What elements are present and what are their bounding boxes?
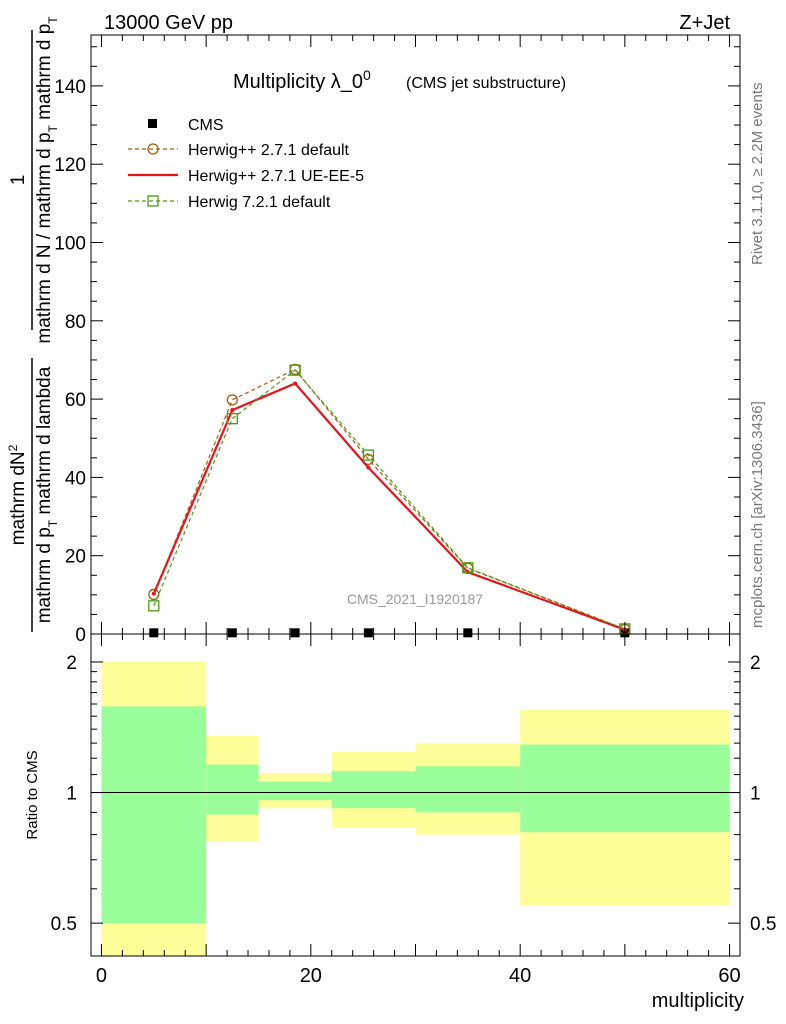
legend-item-cms: CMS — [148, 117, 224, 134]
ylabel-den-sub: T — [46, 519, 60, 527]
chart-subtitle: (CMS jet substructure) — [406, 75, 566, 92]
ylabel-denominator: mathrm d pT mathrm d lambda — [34, 366, 60, 623]
ratio-panel: 0.5 0.51 12 20 20 40 60 — [51, 633, 776, 987]
legend-label-herwigpp-ueee5: Herwig++ 2.7.1 UE-EE-5 — [188, 168, 364, 185]
x-tick-label: 20 — [300, 965, 322, 987]
legend-marker-herwigpp-default — [147, 143, 159, 155]
ylabel-numerator: mathrm dN2 — [6, 444, 29, 545]
series-point-1 — [289, 363, 301, 375]
legend-marker-herwig7-default — [147, 195, 159, 207]
data-point-cms — [149, 628, 159, 638]
ylabel-prefactor-num: 1 — [8, 175, 29, 186]
main-y-tick-label: 40 — [65, 468, 86, 489]
ratio-band-inner — [101, 706, 207, 924]
main-y-tick-label: 80 — [65, 312, 86, 333]
main-y-tick-label: 60 — [65, 390, 86, 411]
x-tick-label: 0 — [96, 965, 107, 987]
series-point-2 — [151, 591, 156, 596]
series-point-3 — [289, 364, 301, 376]
ratio-y-tick-label: 1 — [66, 784, 77, 805]
ratio-band-inner — [258, 781, 332, 801]
ylabel-den-text: mathrm d p — [34, 527, 55, 623]
x-tick-label: 40 — [509, 965, 531, 987]
legend-item-herwigpp-default: Herwig++ 2.7.1 default — [128, 142, 350, 159]
header-right: Z+Jet — [679, 12, 730, 34]
series-point-1 — [226, 394, 238, 406]
series-line-3 — [153, 369, 626, 630]
series-point-2 — [230, 408, 235, 413]
series-line-2 — [152, 382, 626, 631]
main-y-tick-label: 120 — [54, 155, 86, 176]
ylabel-prefactor-den-tail: mathrm d p — [34, 24, 55, 125]
x-tick-label: 60 — [718, 965, 740, 987]
ylabel-numerator-text: mathrm dN — [8, 451, 29, 545]
header-left: 13000 GeV pp — [104, 12, 233, 34]
ratio-y-tick-label: 0.5 — [51, 914, 77, 935]
series-point-3 — [148, 600, 160, 612]
ylabel-prefactor-den: mathrm d N / mathrm d pT mathrm d pT — [34, 16, 60, 344]
series-line-1 — [153, 368, 626, 630]
ylabel-prefactor-den-sub: T — [46, 124, 60, 132]
ratio-band-inner — [520, 744, 730, 833]
ratio-y-tick-label-right: 1 — [750, 784, 761, 805]
data-point-cms — [363, 628, 373, 638]
chart-title: Multiplicity λ_00 — [233, 67, 371, 93]
legend: CMS Herwig++ 2.7.1 default Herwig++ 2.7.… — [128, 117, 364, 211]
series-point-2 — [465, 570, 470, 575]
series-point-2 — [366, 465, 371, 470]
series-point-3 — [462, 562, 474, 574]
data-point-cms — [463, 628, 473, 638]
main-y-tick-label: 0 — [75, 625, 86, 646]
mcplots-label: mcplots.cern.ch [arXiv:1306.3436] — [749, 401, 766, 628]
ratio-y-axis-label: Ratio to CMS — [24, 750, 41, 839]
ratio-band-inner — [206, 764, 259, 815]
series-point-1 — [148, 588, 160, 601]
legend-label-herwigpp-default: Herwig++ 2.7.1 default — [188, 142, 350, 159]
ylabel-numerator-sup: 2 — [6, 444, 20, 451]
legend-item-herwigpp-ueee5: Herwig++ 2.7.1 UE-EE-5 — [128, 168, 364, 185]
rivet-version-label: Rivet 3.1.10, ≥ 2.2M events — [749, 83, 766, 266]
ratio-band-inner — [331, 771, 416, 809]
analysis-watermark: CMS_2021_I1920187 — [347, 591, 483, 607]
legend-label-herwig7-default: Herwig 7.2.1 default — [188, 194, 331, 211]
ylabel-prefactor-den-text: mathrm d N / mathrm d p — [34, 132, 55, 343]
chart-title-main: Multiplicity λ_0 — [233, 71, 363, 93]
ratio-y-tick-label-right: 2 — [750, 653, 761, 674]
x-axis-label: multiplicity — [652, 990, 744, 1012]
main-y-tick-label: 20 — [65, 547, 86, 568]
main-y-tick-label: 140 — [54, 77, 86, 98]
data-point-cms — [227, 628, 237, 638]
chart-title-sup: 0 — [363, 67, 371, 83]
series-point-2 — [293, 381, 298, 386]
main-y-axis-label: mathrm dN2 mathrm d pT mathrm d lambda 1… — [6, 16, 60, 632]
legend-marker-cms — [148, 119, 157, 128]
ratio-y-tick-label: 2 — [66, 653, 77, 674]
ratio-band-inner — [415, 766, 521, 813]
data-point-cms — [290, 628, 300, 638]
main-y-tick-label: 100 — [54, 233, 86, 254]
legend-item-herwig7-default: Herwig 7.2.1 default — [128, 194, 331, 211]
series-point-3 — [362, 449, 375, 461]
legend-label-cms: CMS — [188, 117, 224, 134]
series-point-3 — [226, 413, 238, 425]
ratio-y-tick-label-right: 0.5 — [750, 914, 776, 935]
ylabel-prefactor-den-sub2: T — [46, 16, 60, 24]
ylabel-den-tail: mathrm d lambda — [34, 366, 55, 520]
